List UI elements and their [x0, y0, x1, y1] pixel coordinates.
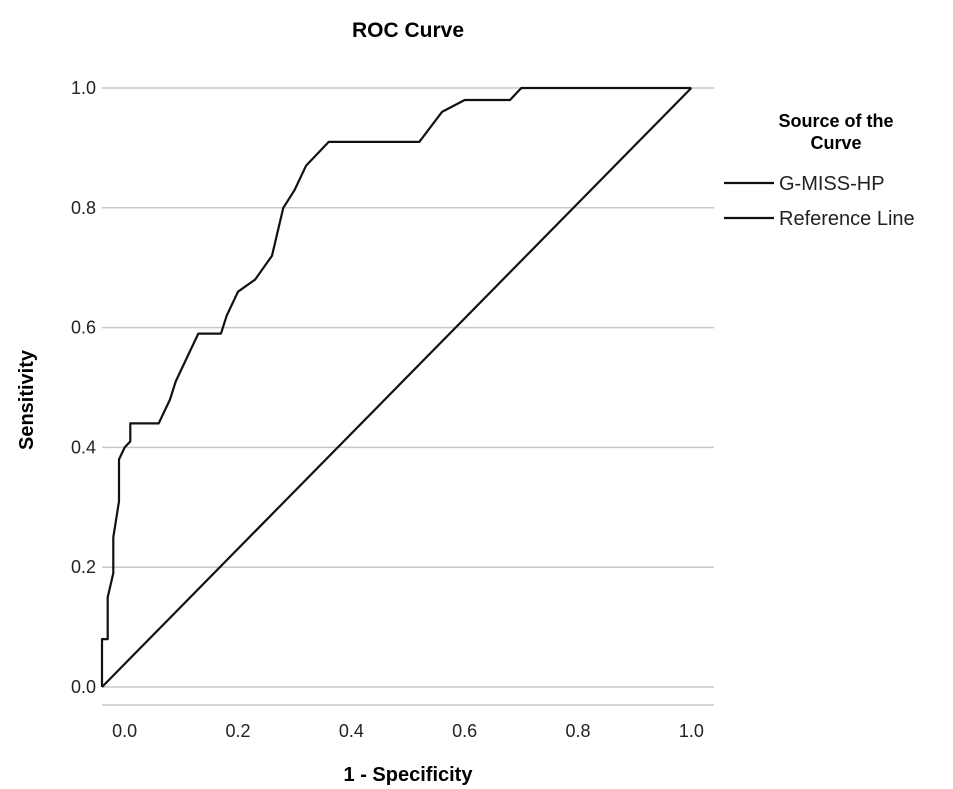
grid-lines	[102, 87, 714, 688]
y-tick-label: 0.0	[71, 677, 96, 697]
series-line-g-miss-hp	[100, 86, 692, 687]
x-tick-label: 0.2	[225, 721, 250, 741]
x-tick-label: 0.0	[112, 721, 137, 741]
x-tick-label: 0.4	[339, 721, 364, 741]
x-tick-label: 0.8	[565, 721, 590, 741]
x-tick-label: 0.6	[452, 721, 477, 741]
y-tick-label: 0.4	[71, 437, 96, 457]
x-axis-label: 1 - Specificity	[344, 764, 474, 786]
legend: Source of the Curve G-MISS-HP Reference Lin…	[724, 111, 915, 230]
tick-labels: 0.0 0.2 0.4 0.6 0.8 1.0 0.0 0.2 0.4 0.6 0.8 1.0	[71, 78, 704, 741]
y-tick-label: 1.0	[71, 78, 96, 98]
legend-entry-label: G-MISS-HP	[779, 173, 885, 195]
legend-title-line: Curve	[810, 133, 861, 153]
y-tick-label: 0.2	[71, 557, 96, 577]
x-tick-label: 1.0	[679, 721, 704, 741]
y-tick-label: 0.8	[71, 198, 96, 218]
chart-title: ROC Curve	[352, 19, 464, 42]
series-line-reference-line	[101, 87, 693, 688]
y-tick-label: 0.6	[71, 318, 96, 338]
legend-title: Source of the Curve	[778, 111, 893, 153]
legend-entry-label: Reference Line	[779, 208, 915, 230]
y-axis-label: Sensitivity	[16, 349, 38, 450]
legend-title-line: Source of the	[778, 111, 893, 131]
series-lines	[100, 86, 693, 688]
